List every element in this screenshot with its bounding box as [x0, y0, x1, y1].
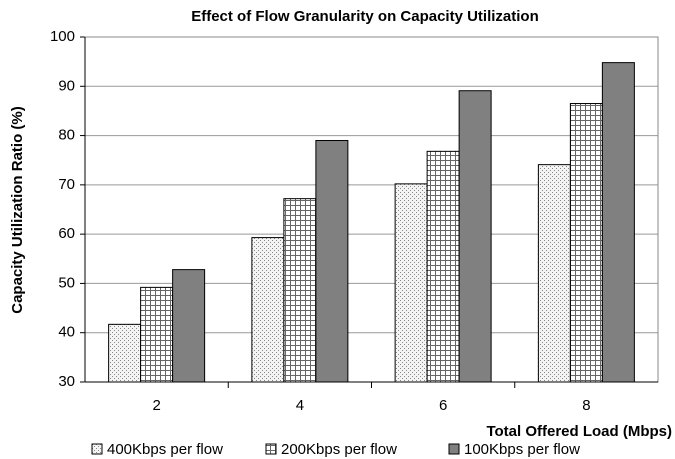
legend-swatch [448, 443, 460, 455]
legend-swatch [265, 443, 277, 455]
legend-swatch [91, 443, 103, 455]
bar [283, 198, 317, 383]
x-tick-label: 4 [296, 397, 304, 414]
bar [315, 140, 349, 383]
bar [251, 237, 285, 383]
bar [394, 183, 428, 383]
y-tick-label: 50 [58, 274, 75, 291]
y-axis-label: Capacity Utilization Ratio (%) [9, 106, 26, 314]
chart-title: Effect of Flow Granularity on Capacity U… [191, 8, 539, 25]
y-tick-label: 40 [58, 324, 75, 341]
x-tick-label: 8 [582, 397, 590, 414]
y-tick-label: 80 [58, 127, 75, 144]
legend-label: 200Kbps per flow [281, 441, 397, 458]
x-axis-label: Total Offered Load (Mbps) [486, 423, 672, 440]
y-tick-label: 90 [58, 77, 75, 94]
y-tick-label: 30 [58, 373, 75, 390]
bar [426, 150, 460, 383]
y-tick-label: 100 [50, 28, 75, 45]
bar [537, 164, 571, 383]
x-tick-label: 6 [439, 397, 447, 414]
x-tick-label: 2 [152, 397, 160, 414]
y-tick-label: 70 [58, 176, 75, 193]
bar [458, 90, 492, 383]
bar [140, 286, 174, 383]
legend-label: 400Kbps per flow [107, 441, 223, 458]
bar [172, 269, 206, 383]
y-tick-label: 60 [58, 225, 75, 242]
bar [601, 62, 635, 383]
bar [569, 103, 603, 383]
bar [108, 323, 142, 383]
legend-label: 100Kbps per flow [464, 441, 580, 458]
